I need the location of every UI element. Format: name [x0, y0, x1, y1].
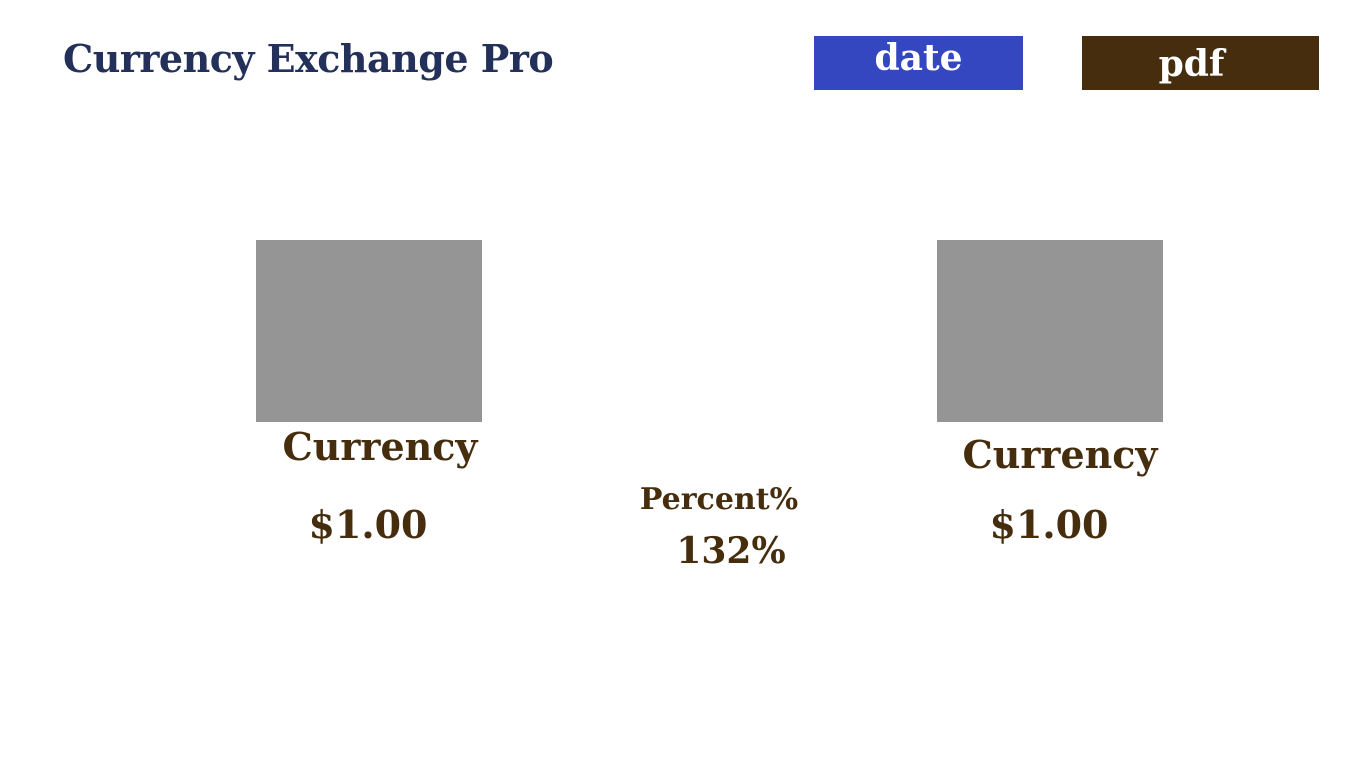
app-title: Currency Exchange Pro	[63, 36, 554, 81]
rate-value: 132%	[676, 530, 786, 572]
to-currency-label[interactable]: Currency	[962, 432, 1158, 477]
date-button-label: date	[874, 37, 963, 79]
from-currency-amount[interactable]: $1.00	[308, 502, 428, 547]
pdf-button-label: pdf	[1158, 43, 1225, 85]
from-currency-flag-image[interactable]	[256, 240, 482, 422]
to-currency-amount[interactable]: $1.00	[989, 502, 1109, 547]
pdf-button[interactable]: pdf	[1082, 36, 1319, 90]
rate-label: Percent%	[639, 482, 799, 517]
to-currency-flag-image[interactable]	[937, 240, 1163, 422]
from-currency-label[interactable]: Currency	[282, 424, 478, 469]
date-button[interactable]: date	[814, 36, 1023, 90]
